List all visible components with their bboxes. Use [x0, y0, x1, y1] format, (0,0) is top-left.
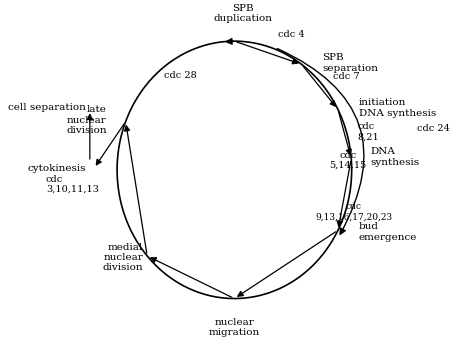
Text: cell separation: cell separation — [8, 103, 85, 112]
Text: cytokinesis: cytokinesis — [27, 164, 85, 173]
Text: cdc 28: cdc 28 — [164, 71, 197, 80]
Text: cdc
3,10,11,13: cdc 3,10,11,13 — [46, 175, 99, 194]
Text: bud
emergence: bud emergence — [359, 222, 417, 241]
Text: SPB
duplication: SPB duplication — [213, 4, 272, 24]
Text: late
nuclear
division: late nuclear division — [66, 105, 107, 135]
Text: cdc 24: cdc 24 — [417, 123, 450, 133]
Text: cdc
5,14,15: cdc 5,14,15 — [329, 151, 366, 170]
Text: cdc
8,21: cdc 8,21 — [357, 122, 379, 142]
Text: initiation
DNA synthesis: initiation DNA synthesis — [359, 98, 436, 118]
Text: medial
nuclear
division: medial nuclear division — [103, 243, 143, 272]
Text: cdc 7: cdc 7 — [333, 72, 359, 81]
Text: cdc 4: cdc 4 — [278, 30, 304, 39]
Text: cdc
9,13,16,17,20,23: cdc 9,13,16,17,20,23 — [315, 202, 392, 221]
Text: SPB
separation: SPB separation — [322, 53, 379, 73]
Text: nuclear
migration: nuclear migration — [209, 318, 260, 337]
Text: DNA
synthesis: DNA synthesis — [370, 147, 419, 167]
